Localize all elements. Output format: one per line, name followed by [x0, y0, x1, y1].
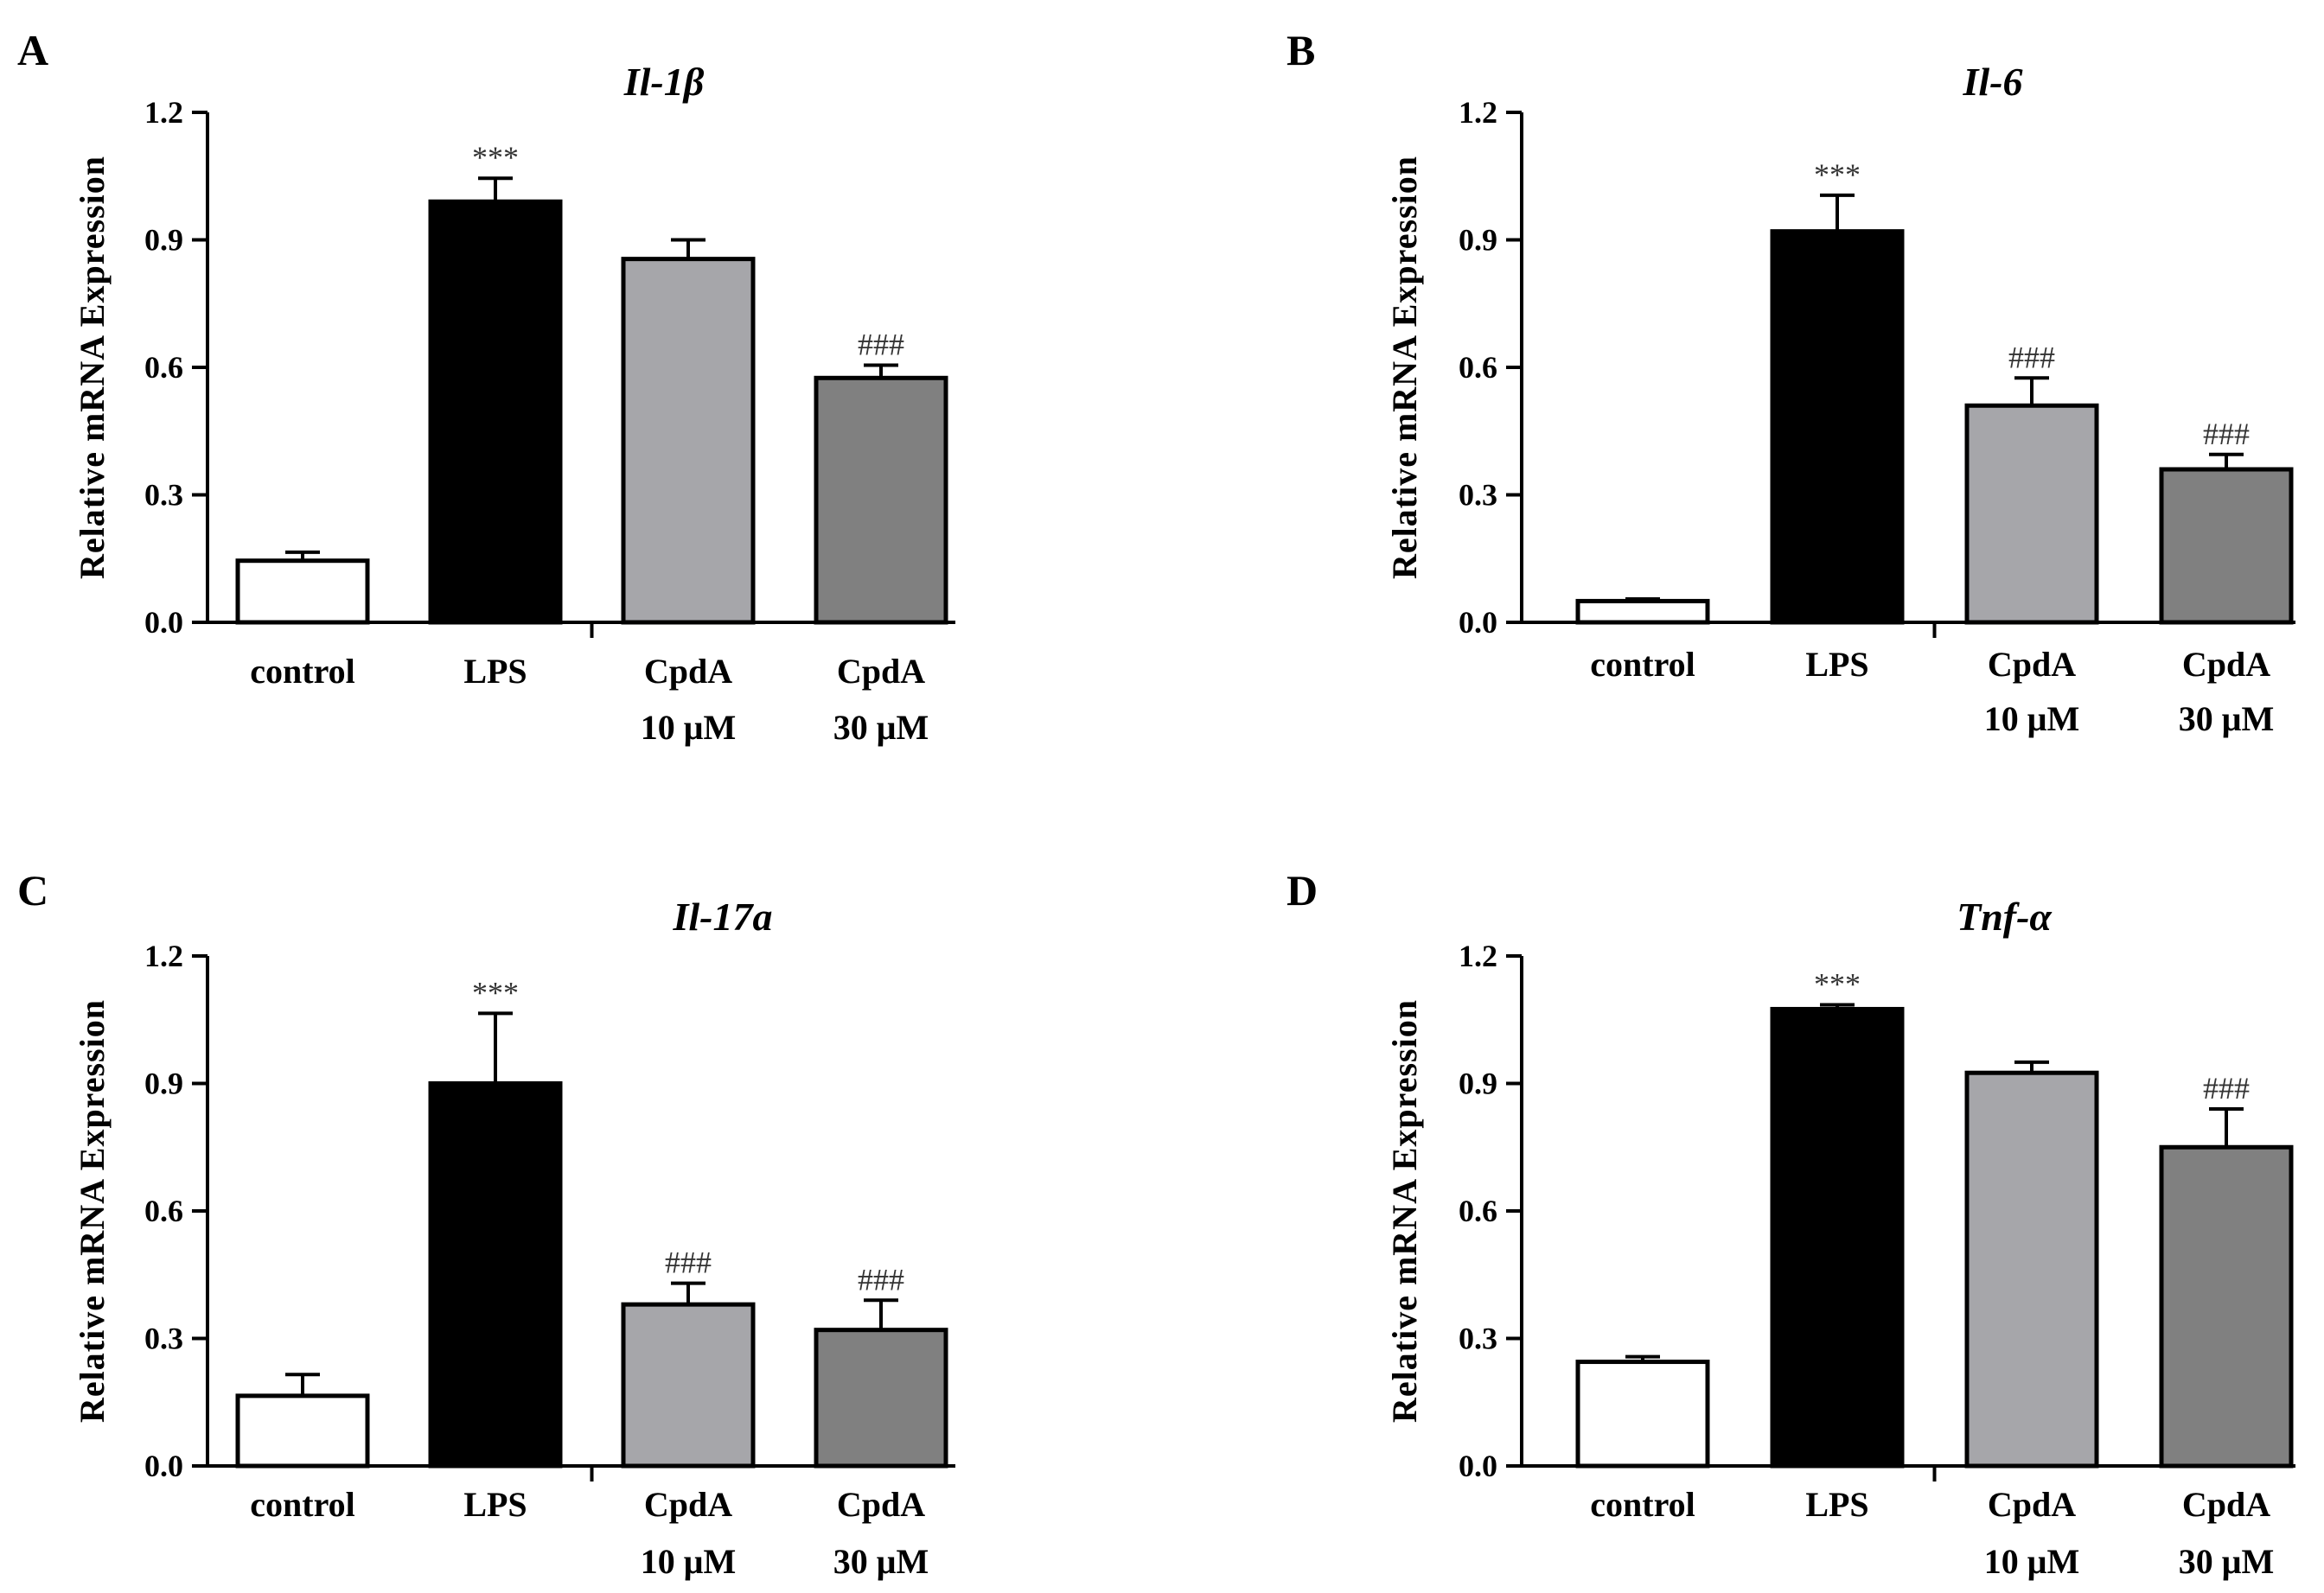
- y-tick-label: 0.6: [144, 1194, 183, 1228]
- bar-2: [428, 1081, 563, 1469]
- y-tick-label: 1.2: [144, 95, 183, 130]
- significance-label: ###: [2203, 417, 2250, 451]
- panel-letter: B: [1286, 26, 1315, 74]
- category-label: LPS: [1805, 1485, 1868, 1524]
- bar-4: [2159, 467, 2294, 625]
- chart-title: Tnf-α: [1957, 895, 2053, 939]
- category-label: control: [1590, 645, 1695, 684]
- significance-label: ###: [2203, 1071, 2250, 1106]
- category-label: LPS: [463, 1485, 527, 1524]
- bar-1: [1575, 598, 1710, 625]
- y-tick-label: 0.3: [1459, 478, 1497, 513]
- significance-label: ###: [858, 328, 904, 362]
- y-tick-label: 1.2: [1459, 939, 1497, 973]
- y-tick-label: 0.3: [1459, 1322, 1497, 1356]
- y-tick-label: 0.9: [144, 1067, 183, 1101]
- category-label: 30 μM: [2179, 699, 2274, 738]
- y-tick-label: 0.9: [1459, 1067, 1497, 1101]
- y-tick-label: 0.6: [1459, 350, 1497, 385]
- y-tick-label: 0.3: [144, 478, 183, 513]
- category-label: CpdA: [837, 1485, 925, 1524]
- category-label: control: [250, 652, 354, 691]
- y-axis-label: Relative mRNA Expression: [73, 999, 112, 1423]
- category-label: LPS: [463, 652, 527, 691]
- bar-1: [235, 1393, 370, 1469]
- chart-title: Il-1β: [623, 60, 705, 104]
- category-label: control: [250, 1485, 354, 1524]
- category-label: control: [1590, 1485, 1695, 1524]
- category-label: CpdA: [837, 652, 925, 691]
- y-axis-label: Relative mRNA Expression: [1385, 999, 1424, 1423]
- panel-d: D Tnf-α Relative mRNA Expression 0.0 0.3 0.6 0…: [1286, 866, 2295, 1581]
- category-label: LPS: [1805, 645, 1868, 684]
- bar-1: [1575, 1360, 1710, 1469]
- y-axis-label: Relative mRNA Expression: [73, 156, 112, 579]
- significance-label: ###: [665, 1246, 712, 1280]
- y-tick-label: 0.6: [144, 350, 183, 385]
- category-label: CpdA: [1988, 645, 2076, 684]
- category-label: CpdA: [2182, 1485, 2270, 1524]
- panel-letter: A: [17, 26, 48, 74]
- bar-2: [428, 199, 563, 625]
- chart-title: Il-6: [1963, 60, 2023, 104]
- category-label: 10 μM: [641, 1542, 736, 1581]
- significance-label: ***: [472, 975, 519, 1010]
- y-tick-label: 0.0: [144, 1449, 183, 1483]
- bar-3: [621, 257, 756, 625]
- y-tick-label: 1.2: [1459, 95, 1497, 130]
- y-tick-label: 0.3: [144, 1322, 183, 1356]
- y-tick-label: 0.0: [144, 605, 183, 640]
- panel-letter: C: [17, 866, 48, 914]
- significance-label: ###: [2008, 340, 2055, 374]
- significance-label: ***: [1814, 157, 1861, 192]
- y-tick-label: 0.6: [1459, 1194, 1497, 1228]
- panel-letter: D: [1286, 866, 1318, 914]
- y-tick-label: 0.9: [1459, 223, 1497, 258]
- chart-title: Il-17a: [673, 895, 773, 939]
- panel-a: A Il-1β Relative mRNA Expression 0.0 0.3 0.6 0…: [17, 26, 955, 747]
- bar-1: [235, 558, 370, 625]
- bar-4: [2159, 1144, 2294, 1469]
- bar-3: [1964, 1070, 2099, 1469]
- y-axis-label: Relative mRNA Expression: [1385, 156, 1424, 579]
- significance-label: ***: [1814, 967, 1861, 1002]
- category-label: CpdA: [1988, 1485, 2076, 1524]
- category-label: 30 μM: [2179, 1542, 2274, 1581]
- category-label: 10 μM: [1984, 699, 2079, 738]
- category-label: 10 μM: [1984, 1542, 2079, 1581]
- category-label: 30 μM: [833, 1542, 929, 1581]
- bar-2: [1770, 229, 1905, 625]
- category-label: CpdA: [644, 652, 732, 691]
- bar-3: [621, 1302, 756, 1469]
- significance-label: ###: [858, 1262, 904, 1297]
- y-tick-label: 0.9: [144, 223, 183, 258]
- category-label: CpdA: [2182, 645, 2270, 684]
- y-tick-label: 0.0: [1459, 605, 1497, 640]
- y-tick-label: 1.2: [144, 939, 183, 973]
- significance-label: ***: [472, 140, 519, 175]
- y-tick-label: 0.0: [1459, 1449, 1497, 1483]
- category-label: 10 μM: [641, 708, 736, 747]
- bar-4: [814, 1328, 948, 1469]
- bar-2: [1770, 1006, 1905, 1469]
- panel-c: C Il-17a Relative mRNA Expression 0.0 0.3 0.6…: [17, 866, 955, 1581]
- panel-b: B Il-6 Relative mRNA Expression 0.0 0.3 0.6 0.…: [1286, 26, 2295, 738]
- category-label: 30 μM: [833, 708, 929, 747]
- bar-4: [814, 375, 948, 625]
- bar-3: [1964, 403, 2099, 625]
- category-label: CpdA: [644, 1485, 732, 1524]
